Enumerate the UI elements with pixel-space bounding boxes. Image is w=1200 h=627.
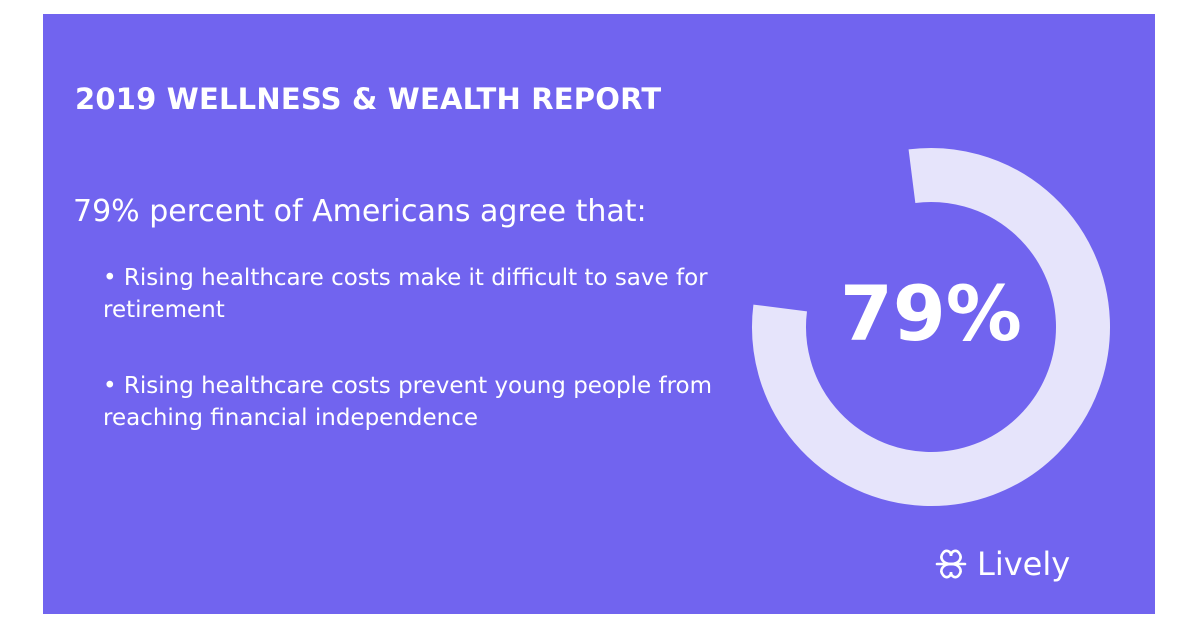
bullet-item-1: • Rising healthcare costs make it diffic… [103, 265, 708, 323]
brand-logo: Lively [931, 542, 1070, 586]
lively-logo-icon [935, 549, 967, 579]
report-card: 2019 WELLNESS & WEALTH REPORT 79% percen… [43, 14, 1155, 614]
brand-name: Lively [977, 545, 1071, 583]
percent-donut [752, 148, 1110, 506]
donut-arc [752, 148, 1110, 506]
percent-value: 79% [840, 269, 1022, 358]
lead-statement: 79% percent of Americans agree that: [73, 194, 647, 229]
bullet-item-2: • Rising healthcare costs prevent young … [103, 373, 712, 431]
report-title: 2019 WELLNESS & WEALTH REPORT [75, 82, 662, 116]
